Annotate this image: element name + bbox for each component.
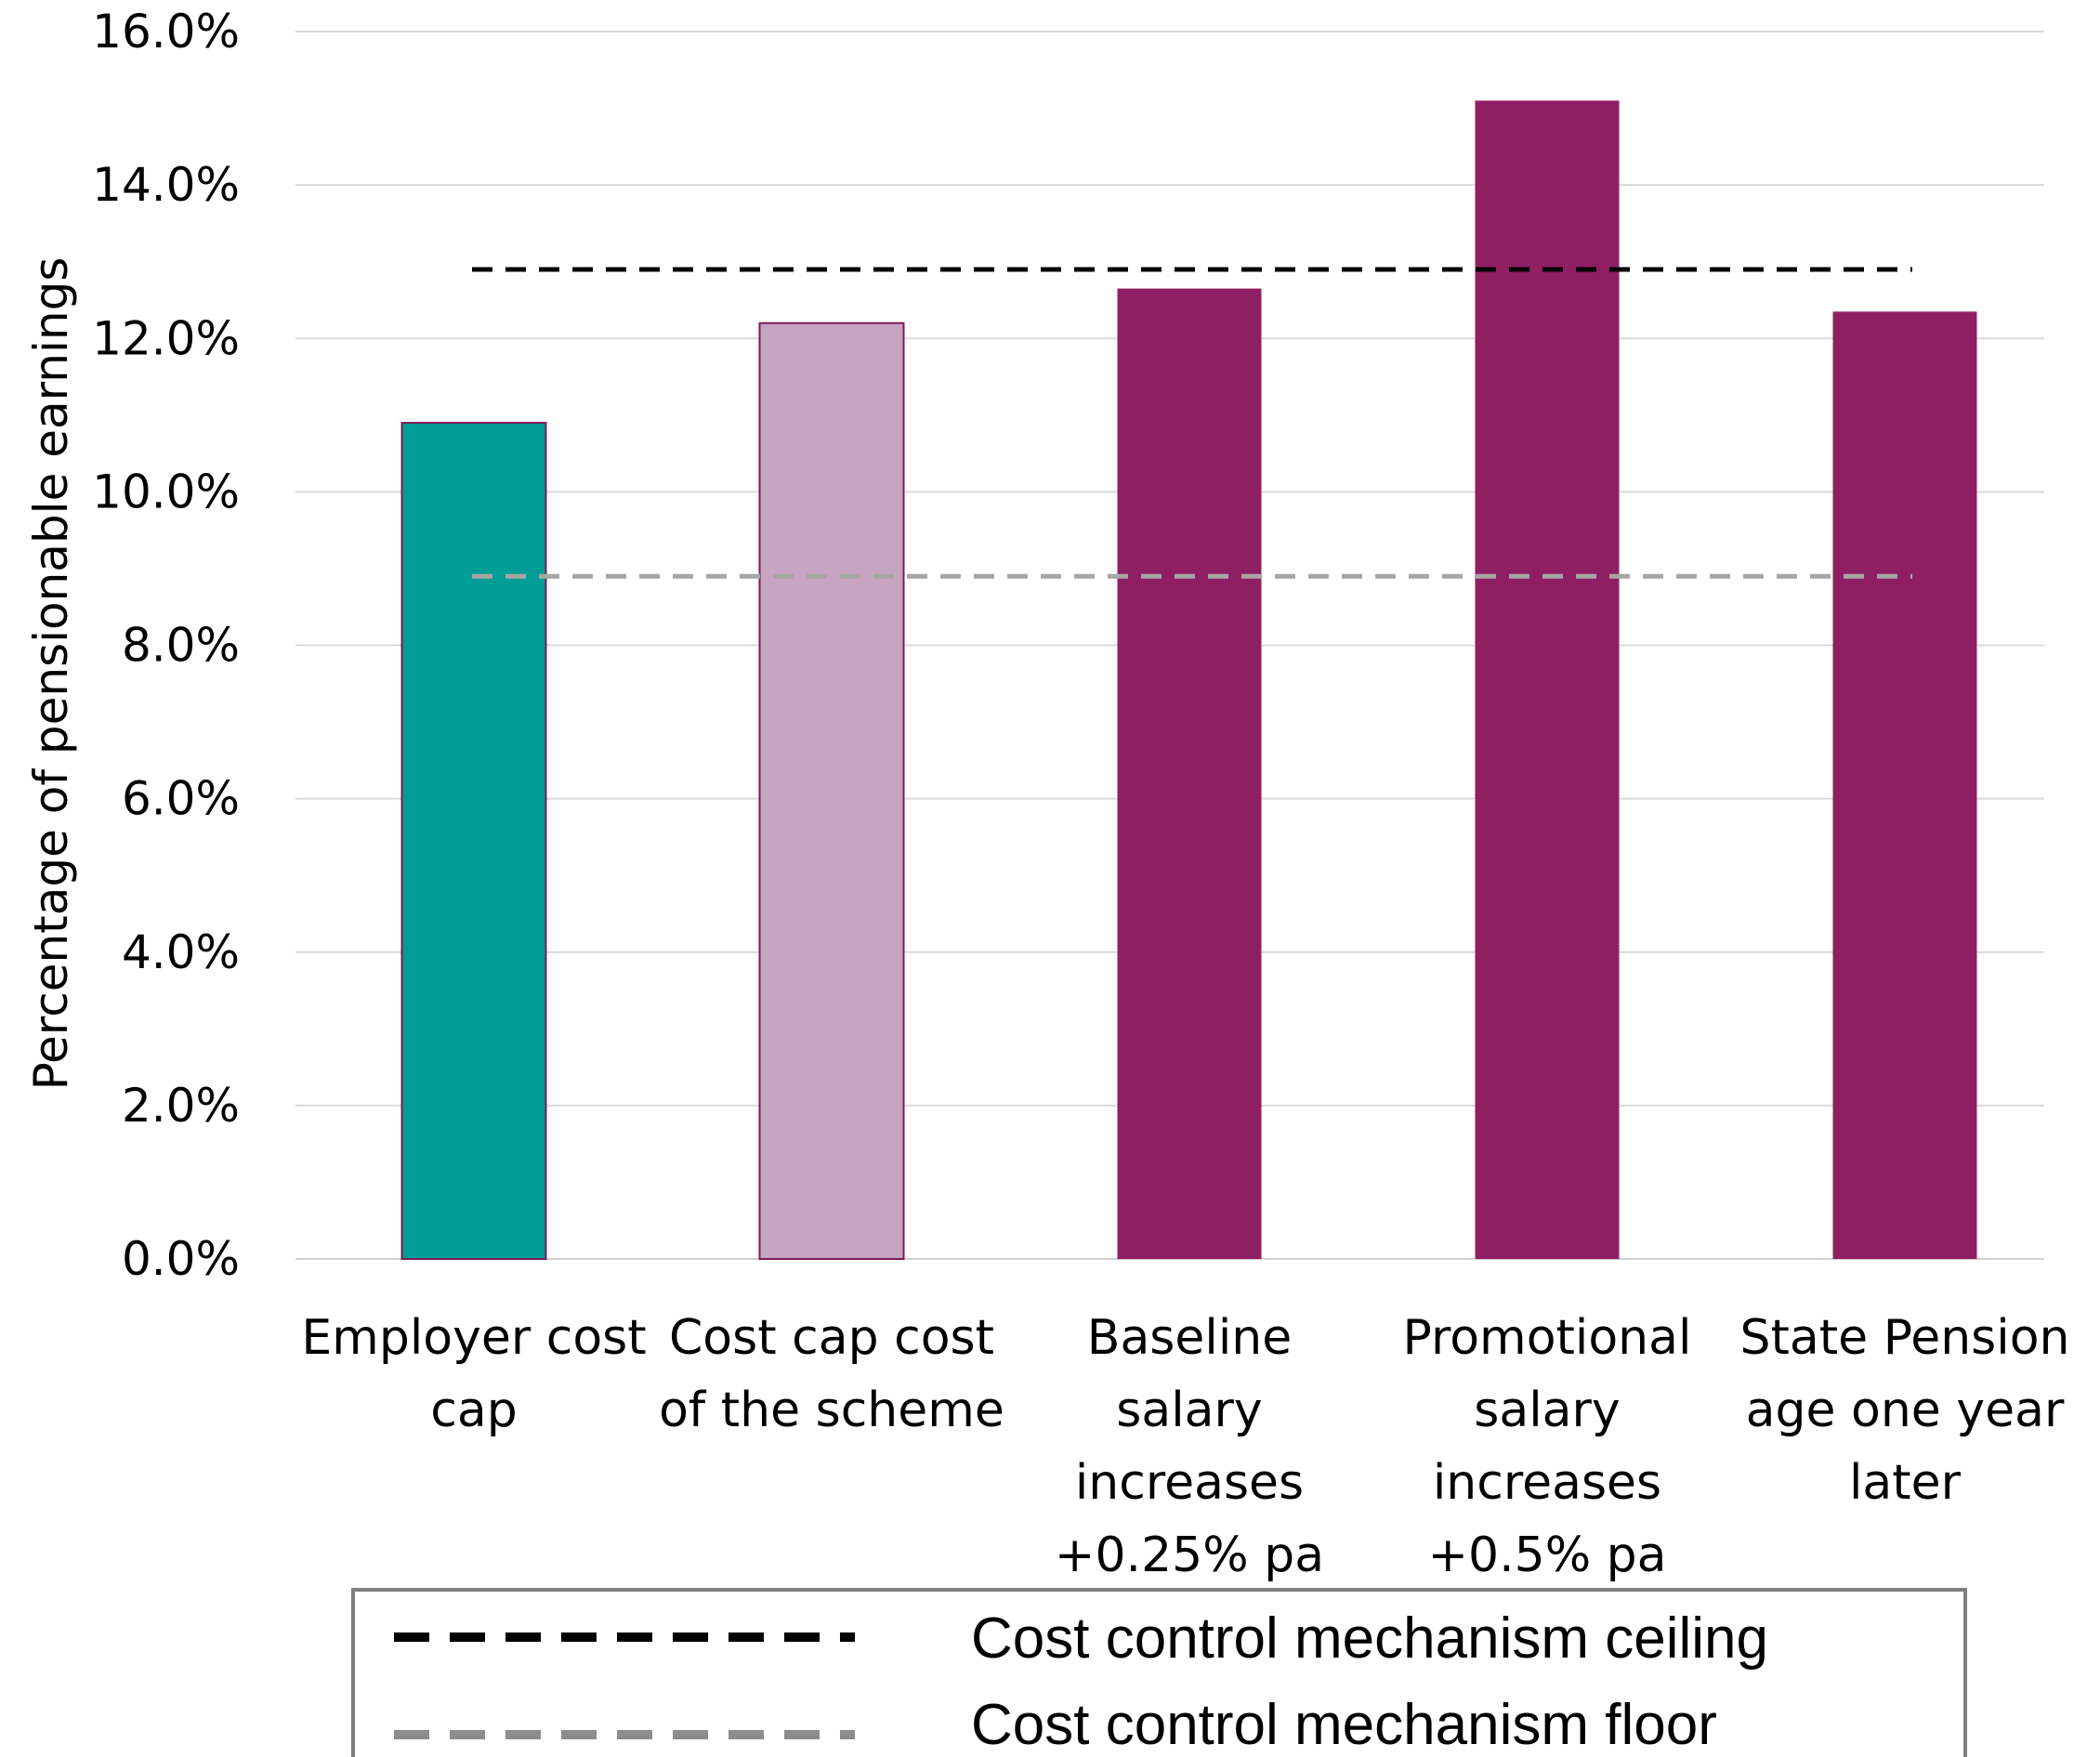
legend-ceiling-label: Cost control mechanism ceiling (971, 1606, 1768, 1671)
reference-lines (472, 267, 1912, 579)
y-tick-label: 6.0% (122, 772, 240, 826)
y-tick-label: 12.0% (92, 311, 240, 365)
y-tick-label: 14.0% (92, 158, 240, 212)
legend-floor-label: Cost control mechanism floor (971, 1693, 1717, 1757)
category-label: Baseline salary increases +0.25% pa (1055, 1310, 1324, 1583)
category-label: Cost cap cost of the scheme (659, 1310, 1004, 1438)
y-axis-label: Percentage of pensionable earnings (24, 257, 78, 1091)
y-axis-ticks: 0.0% 2.0% 4.0% 6.0% 8.0% 10.0% 12.0% 14.0% 16.0% (92, 5, 240, 1286)
y-tick-label: 8.0% (122, 619, 240, 673)
y-tick-label: 0.0% (122, 1232, 240, 1286)
y-tick-label: 16.0% (92, 5, 240, 59)
category-label: Employer cost cap (301, 1310, 646, 1438)
y-tick-label: 10.0% (92, 465, 240, 518)
y-tick-label: 2.0% (122, 1079, 240, 1133)
bar (1117, 288, 1262, 1260)
bar (1832, 311, 1977, 1259)
bar (758, 321, 905, 1260)
bars (400, 100, 1977, 1261)
y-tick-label: 4.0% (122, 925, 240, 979)
legend-box (351, 1588, 1967, 1757)
legend: Cost control mechanism ceiling Cost cont… (351, 1588, 1967, 1757)
category-label: Promotional salary increases +0.5% pa (1403, 1310, 1692, 1583)
category-label: State Pension age one year later (1740, 1310, 2070, 1511)
bar (400, 422, 547, 1261)
bar (1475, 100, 1620, 1259)
